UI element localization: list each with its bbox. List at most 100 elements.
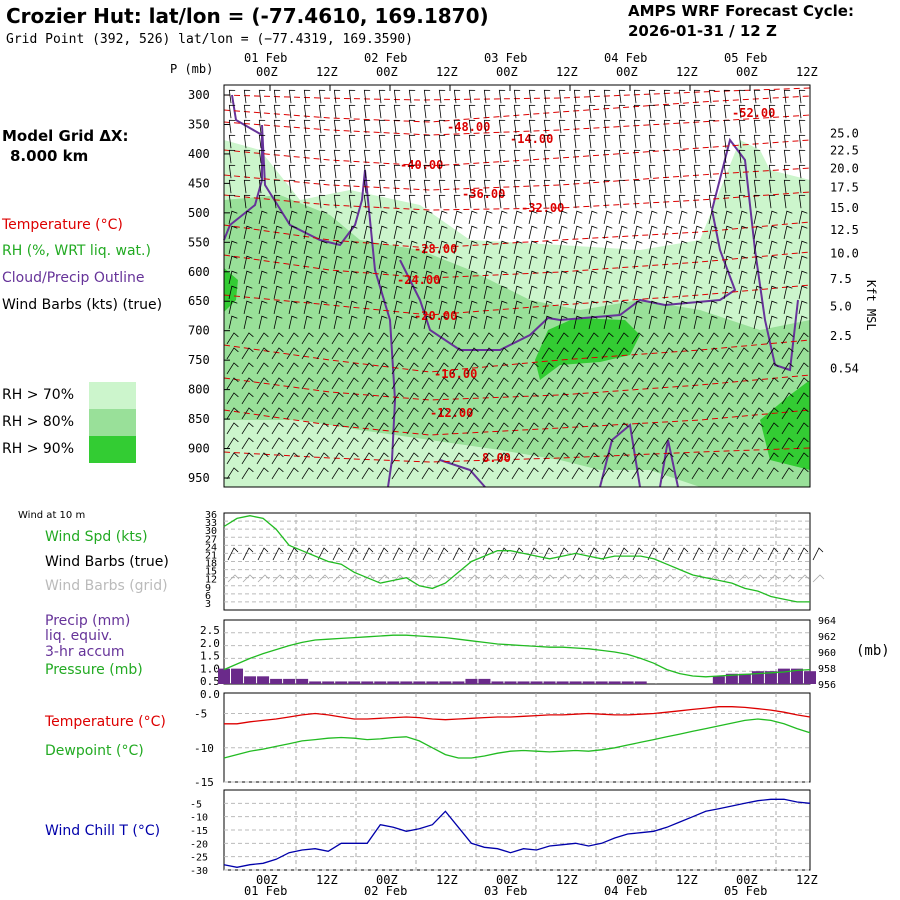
model-grid-label: Model Grid ΔX:	[2, 127, 129, 145]
wind-barb	[226, 332, 239, 345]
wind-barb	[286, 392, 299, 405]
wind-barb	[646, 422, 659, 435]
wind-barb	[331, 467, 344, 480]
wind-barb	[543, 255, 553, 269]
wind-barb-grid	[422, 574, 435, 583]
precip-bar	[804, 671, 816, 684]
precip-tick-label: 1.0	[200, 662, 220, 675]
wind-barb	[391, 332, 404, 345]
wind-barb	[721, 347, 734, 360]
wind-barb	[751, 392, 764, 405]
kft-tick-label: 10.0	[830, 247, 859, 261]
wind-barb	[226, 422, 239, 435]
temp-tick-label: -5	[194, 708, 207, 721]
wind-barb	[466, 362, 479, 375]
wind-barb-grid	[347, 574, 360, 583]
kft-tick-label: 0.54	[830, 361, 859, 375]
wind-barb	[753, 210, 763, 224]
wind-barb	[286, 422, 299, 435]
wind-barb	[466, 332, 479, 345]
wind-barb	[513, 210, 523, 224]
wind-barb	[511, 332, 524, 345]
wind-barb	[346, 392, 359, 405]
wind-barb-true	[557, 547, 569, 561]
wind-barb	[783, 179, 791, 194]
wind-barb	[543, 240, 553, 254]
wind-barb	[708, 270, 718, 284]
wind-barb	[738, 119, 746, 134]
wind-barb	[423, 240, 433, 254]
wind-barb	[798, 225, 808, 239]
wind-barb	[348, 179, 356, 194]
wind-barb	[783, 134, 791, 149]
wind-barb	[423, 104, 431, 119]
wind-barb-true	[332, 547, 344, 561]
wind-barb	[511, 347, 524, 360]
wind-barb	[481, 332, 494, 345]
wind-barb	[243, 225, 253, 239]
wind-barb	[333, 270, 343, 284]
isotherm-line	[223, 251, 811, 279]
wind-barb	[543, 89, 551, 104]
wind-barb	[258, 164, 266, 179]
wind-barb-grid	[362, 574, 375, 583]
wind-barb	[721, 362, 734, 375]
wind-barb	[271, 377, 284, 390]
pressure-tick-label: 400	[188, 147, 210, 161]
wind-barb	[348, 194, 356, 209]
wind-barb	[738, 104, 746, 119]
wind-barb	[798, 240, 808, 254]
forecast-cycle-value: 2026-01-31 / 12 Z	[628, 22, 777, 40]
hour-label: 00Z	[496, 873, 518, 887]
wind-barb	[436, 347, 449, 360]
pressure-line	[223, 634, 811, 678]
wind-barb	[331, 422, 344, 435]
wind-barb	[663, 255, 673, 269]
isotherm-line	[223, 447, 811, 463]
wind-barb	[633, 225, 643, 239]
wind-barb	[513, 285, 523, 299]
wind-barb	[288, 104, 296, 119]
wind-barb	[423, 255, 433, 269]
wind-barb	[781, 407, 794, 420]
wind-barb	[363, 270, 373, 284]
wind-barb-grid	[797, 574, 810, 583]
wind-barb	[423, 285, 433, 299]
wind-barb	[573, 210, 583, 224]
wind-barb	[573, 240, 583, 254]
wind-barb	[438, 179, 446, 194]
day-label: 02 Feb	[364, 51, 407, 65]
wind-barb	[256, 407, 269, 420]
wind-barb	[511, 362, 524, 375]
wind-barb	[316, 437, 329, 450]
wind-barb	[256, 467, 269, 480]
wind-barb	[258, 315, 268, 329]
wind-barb	[331, 377, 344, 390]
wind-barb	[376, 347, 389, 360]
isotherm-label: -48.00	[447, 120, 490, 134]
wind-barb	[648, 300, 658, 314]
wind-barb	[226, 362, 239, 375]
wind-barb	[706, 332, 719, 345]
wind-barb-grid	[602, 574, 615, 583]
wind-barb	[513, 194, 521, 209]
wind-barb	[753, 119, 761, 134]
wind-barb	[316, 392, 329, 405]
wind-barb-grid	[332, 574, 345, 583]
legend-rh70-swatch	[89, 382, 136, 409]
wind-barb	[496, 467, 509, 480]
wind-barb	[513, 149, 521, 164]
wind-barb-true	[737, 547, 749, 561]
wind-barb	[736, 347, 749, 360]
temperature-line	[224, 706, 811, 725]
wind-barb	[618, 285, 628, 299]
precip-bar	[478, 678, 491, 684]
wind-barb	[303, 225, 313, 239]
wind-barb	[408, 300, 418, 314]
wind-barb	[783, 285, 793, 299]
wind-barb	[496, 422, 509, 435]
precip-bar	[491, 681, 504, 684]
wind-barb	[393, 225, 403, 239]
pressure-tick-label: 600	[188, 265, 210, 279]
wind-barb	[406, 437, 419, 450]
